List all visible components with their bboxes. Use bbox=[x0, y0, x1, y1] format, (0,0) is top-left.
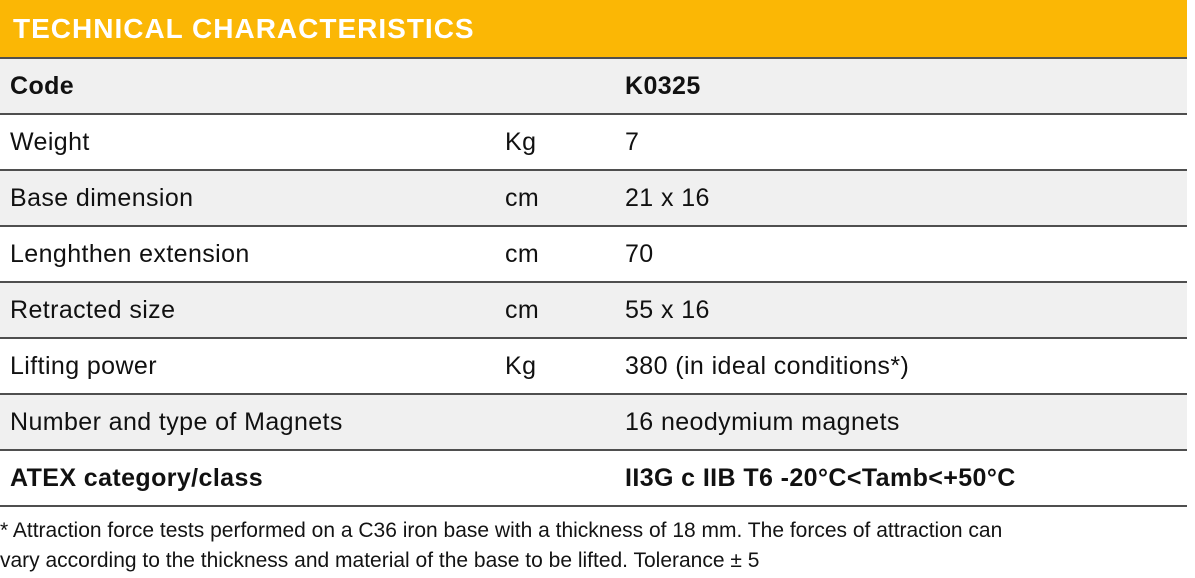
footnote-line: vary according to the thickness and mate… bbox=[0, 549, 760, 572]
row-label: Weight bbox=[10, 127, 90, 156]
table-row-code: Code K0325 bbox=[0, 57, 1187, 113]
row-unit: Kg bbox=[505, 351, 537, 380]
row-value: 16 neodymium magnets bbox=[625, 407, 900, 436]
row-label: Code bbox=[10, 71, 75, 100]
table-row-lifting-power: Lifting power Kg 380 (in ideal condition… bbox=[0, 337, 1187, 393]
row-value: 380 (in ideal conditions*) bbox=[625, 351, 910, 380]
row-label: Base dimension bbox=[10, 183, 194, 212]
row-unit: Kg bbox=[505, 127, 537, 156]
row-value: 55 x 16 bbox=[625, 295, 710, 324]
row-label: Lenghthen extension bbox=[10, 239, 250, 268]
row-value: K0325 bbox=[625, 71, 701, 100]
table-title: TECHNICAL CHARACTERISTICS bbox=[13, 12, 475, 44]
row-label: Lifting power bbox=[10, 351, 157, 380]
row-value: 7 bbox=[625, 127, 640, 156]
row-unit: cm bbox=[505, 239, 540, 268]
row-unit: cm bbox=[505, 295, 540, 324]
row-label: Retracted size bbox=[10, 295, 176, 324]
row-value: II3G c IIB T6 -20°C<Tamb<+50°C bbox=[625, 463, 1016, 492]
table-row-lengthen-extension: Lenghthen extension cm 70 bbox=[0, 225, 1187, 281]
row-value: 21 x 16 bbox=[625, 183, 710, 212]
table-title-bar: TECHNICAL CHARACTERISTICS bbox=[0, 0, 1187, 57]
technical-characteristics-table: Code K0325 Weight Kg 7 Base dimension cm… bbox=[0, 57, 1187, 507]
row-label: ATEX category/class bbox=[10, 463, 264, 492]
row-value: 70 bbox=[625, 239, 654, 268]
table-row-atex: ATEX category/class II3G c IIB T6 -20°C<… bbox=[0, 449, 1187, 505]
row-unit: cm bbox=[505, 183, 540, 212]
table-row-weight: Weight Kg 7 bbox=[0, 113, 1187, 169]
row-label: Number and type of Magnets bbox=[10, 407, 343, 436]
footnote: * Attraction force tests performed on a … bbox=[0, 507, 1195, 576]
footnote-line: * Attraction force tests performed on a … bbox=[0, 519, 1003, 542]
table-row-retracted-size: Retracted size cm 55 x 16 bbox=[0, 281, 1187, 337]
table-row-base-dimension: Base dimension cm 21 x 16 bbox=[0, 169, 1187, 225]
table-row-magnets: Number and type of Magnets 16 neodymium … bbox=[0, 393, 1187, 449]
